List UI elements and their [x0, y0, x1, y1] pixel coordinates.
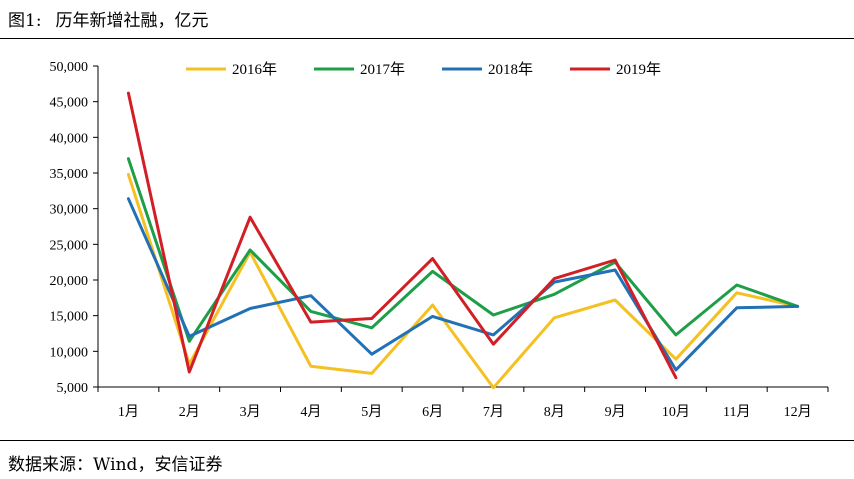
- y-tick-label: 10,000: [50, 345, 89, 360]
- legend-label: 2016年: [232, 61, 277, 78]
- bottom-divider: [0, 440, 854, 441]
- x-axis-ticks: 1月 2月 3月 4月 5月 6月 7月 8月 9月 10月 11月 12月: [97, 387, 829, 420]
- series-line-2: [126, 157, 800, 343]
- y-tick-label: 50,000: [50, 60, 89, 75]
- chart-legend: 2016年 2017年 2018年 2019年: [186, 61, 661, 78]
- series-line-4: [126, 91, 678, 380]
- series-line-1: [126, 172, 800, 390]
- y-tick-label: 40,000: [50, 131, 89, 146]
- legend-label: 2019年: [616, 61, 661, 78]
- x-tick-label: 2月: [179, 404, 200, 420]
- y-tick-label: 45,000: [50, 96, 89, 111]
- figure-title: 图1: 历年新增社融，亿元: [8, 6, 209, 31]
- x-tick-label: 11月: [723, 404, 750, 420]
- series-line-3: [126, 197, 800, 372]
- chart-series-lines: [126, 91, 800, 390]
- y-tick-label: 35,000: [50, 167, 89, 182]
- x-tick-label: 9月: [605, 404, 626, 420]
- chart-axes: [97, 66, 828, 388]
- x-tick-label: 12月: [784, 404, 812, 420]
- y-tick-label: 15,000: [50, 310, 89, 325]
- figure-title-text: 历年新增社融，亿元: [55, 11, 209, 31]
- legend-label: 2018年: [488, 61, 533, 78]
- figure-number: 图1:: [8, 11, 42, 31]
- y-tick-label: 20,000: [50, 274, 89, 289]
- line-chart: 5,000 10,000 15,000 20,000 25,000 30,000 35,00…: [50, 60, 829, 420]
- x-tick-label: 6月: [422, 404, 443, 420]
- legend-label: 2017年: [360, 61, 405, 78]
- top-divider: [0, 38, 854, 39]
- y-axis-ticks: 5,000 10,000 15,000 20,000 25,000 30,000 35,00…: [50, 60, 98, 396]
- x-tick-label: 4月: [300, 404, 321, 420]
- y-tick-label: 5,000: [57, 381, 89, 396]
- x-tick-label: 7月: [483, 404, 504, 420]
- y-tick-label: 30,000: [50, 203, 89, 218]
- x-tick-label: 10月: [662, 404, 690, 420]
- x-tick-label: 5月: [361, 404, 382, 420]
- source-note: 数据来源：Wind，安信证券: [8, 455, 223, 475]
- x-tick-label: 1月: [118, 404, 139, 420]
- x-tick-label: 8月: [544, 404, 565, 420]
- x-tick-label: 3月: [240, 404, 261, 420]
- y-tick-label: 25,000: [50, 238, 89, 253]
